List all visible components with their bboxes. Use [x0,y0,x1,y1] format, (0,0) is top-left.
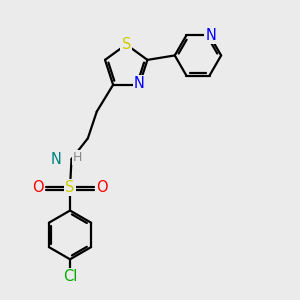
Text: N: N [134,76,145,91]
Text: Cl: Cl [63,269,77,284]
Text: H: H [73,151,82,164]
Text: N: N [206,28,217,43]
Text: O: O [32,180,44,195]
Text: S: S [122,37,131,52]
Text: N: N [50,152,61,166]
Text: O: O [96,180,107,195]
Text: S: S [65,180,75,195]
